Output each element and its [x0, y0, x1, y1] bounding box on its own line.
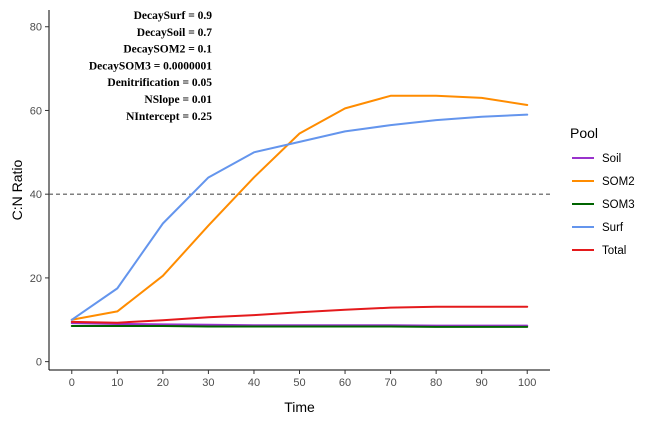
- annotation-line: DecaySOM2 = 0.1: [123, 44, 212, 56]
- x-tick-label: 50: [293, 377, 305, 389]
- y-tick-label: 60: [30, 105, 42, 117]
- series-line-soil: [70, 322, 529, 327]
- x-tick-label: 0: [69, 377, 75, 389]
- annotation-line: DecaySurf = 0.9: [134, 10, 213, 22]
- y-tick-label: 20: [30, 273, 42, 285]
- annotation-line: NIntercept = 0.25: [126, 111, 212, 123]
- annotation-line: NSlope = 0.01: [144, 94, 212, 106]
- series-line-som3: [70, 325, 529, 328]
- x-tick-label: 40: [248, 377, 260, 389]
- x-tick-label: 30: [202, 377, 214, 389]
- annotation-line: DecaySoil = 0.7: [137, 27, 212, 39]
- legend-label-som2: SOM2: [602, 176, 635, 188]
- y-tick-label: 0: [36, 357, 42, 369]
- annotation-line: Denitrification = 0.05: [107, 77, 212, 89]
- y-tick-label: 80: [30, 22, 42, 34]
- legend-label-som3: SOM3: [602, 199, 635, 211]
- x-tick-label: 60: [339, 377, 351, 389]
- x-axis-title: Time: [284, 399, 315, 415]
- legend-label-total: Total: [602, 245, 626, 257]
- y-axis-title: C:N Ratio: [9, 159, 25, 220]
- x-tick-label: 20: [157, 377, 169, 389]
- series-line-som2: [70, 94, 529, 321]
- series-line-surf: [70, 113, 529, 321]
- legend-label-surf: Surf: [602, 222, 624, 234]
- x-tick-label: 90: [476, 377, 488, 389]
- parameter-annotations: DecaySurf = 0.9 DecaySoil = 0.7 DecaySOM2 …: [89, 10, 212, 123]
- x-tick-label: 100: [518, 377, 536, 389]
- axes: 0 10 20 30 40 50 60 70 80 90 100 0 20 40 60 80: [30, 10, 550, 389]
- legend-label-soil: Soil: [602, 153, 621, 165]
- annotation-line: DecaySOM3 = 0.0000001: [89, 60, 212, 72]
- legend-title: Pool: [570, 125, 598, 141]
- x-tick-label: 10: [111, 377, 123, 389]
- y-tick-label: 40: [30, 189, 42, 201]
- series-line-total: [70, 305, 529, 324]
- series-layer: [70, 94, 529, 328]
- legend: Pool Soil SOM2 SOM3 Surf Total: [570, 125, 635, 257]
- x-tick-label: 80: [430, 377, 442, 389]
- x-tick-label: 70: [384, 377, 396, 389]
